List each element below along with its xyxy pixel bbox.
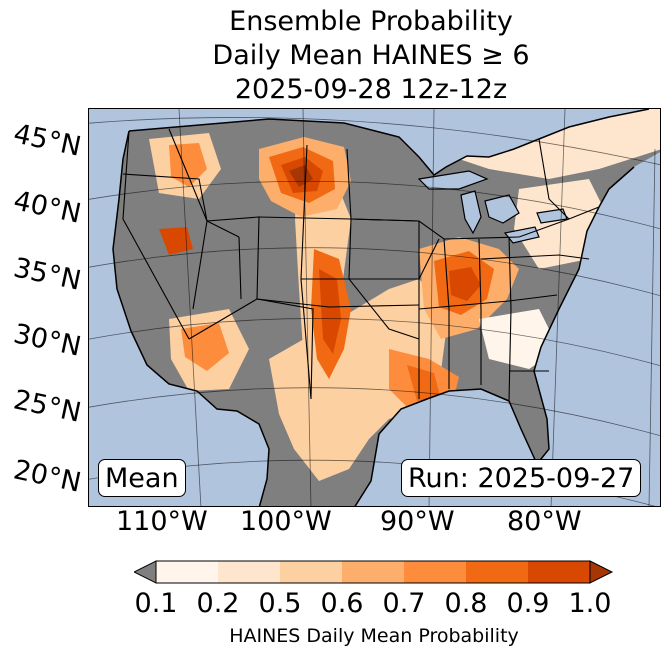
colorbar-segment [528, 561, 591, 583]
colorbar-tick-label: 0.6 [320, 588, 364, 619]
lat-label-30: 30°N [10, 318, 84, 363]
title-line-3: 2025-09-28 12z-12z [234, 74, 508, 105]
colorbar-border [155, 560, 591, 584]
colorbar-segment [404, 561, 467, 583]
lat-label-20: 20°N [10, 454, 84, 499]
colorbar-over-arrow [589, 560, 614, 584]
lon-label-90w: 90°W [380, 506, 455, 537]
run-date-box: Run: 2025-09-27 [401, 459, 642, 497]
map-canvas [89, 109, 660, 506]
colorbar-tick-label: 0.1 [134, 588, 178, 619]
lon-label-80w: 80°W [507, 506, 582, 537]
lat-label-25: 25°N [10, 384, 84, 429]
lat-label-35: 35°N [10, 252, 84, 297]
title-line-2: Daily Mean HAINES ≥ 6 [212, 40, 530, 71]
colorbar-under-arrow [134, 560, 157, 584]
great-lakes [417, 170, 568, 244]
colorbar-tick-label: 0.5 [258, 588, 302, 619]
colorbar-segment [218, 561, 281, 583]
colorbar-segment [342, 561, 405, 583]
colorbar-tick-label: 0.8 [444, 588, 488, 619]
colorbar-title: HAINES Daily Mean Probability [229, 625, 519, 647]
state-boundaries [122, 128, 600, 402]
mean-label-box: Mean [98, 459, 186, 497]
lon-label-110w: 110°W [116, 506, 208, 537]
colorbar-segment [280, 561, 343, 583]
colorbar [134, 560, 614, 584]
colorbar-segment [466, 561, 529, 583]
colorbar-tick-label: 1.0 [568, 588, 612, 619]
title-line-1: Ensemble Probability [229, 6, 513, 37]
map-panel [88, 108, 661, 507]
colorbar-tick-label: 0.9 [506, 588, 550, 619]
lat-label-40: 40°N [10, 185, 84, 230]
colorbar-segment [156, 561, 219, 583]
colorbar-tick-label: 0.2 [196, 588, 240, 619]
graticule [89, 109, 660, 506]
colorbar-segments [156, 561, 591, 583]
lon-label-100w: 100°W [240, 506, 332, 537]
lat-label-45: 45°N [10, 118, 84, 163]
colorbar-tick-label: 0.7 [382, 588, 426, 619]
